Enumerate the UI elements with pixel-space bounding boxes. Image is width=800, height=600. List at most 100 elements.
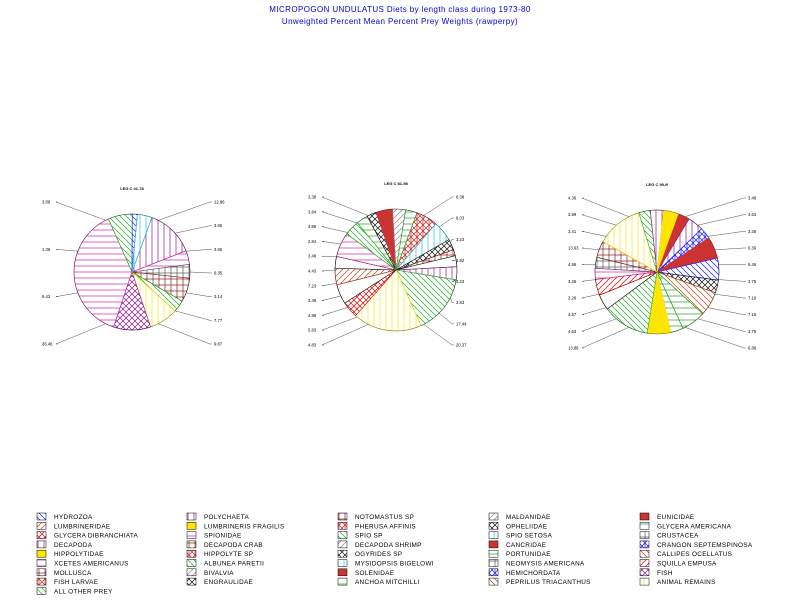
slice-value-label: 4.83 — [308, 343, 317, 348]
legend-swatch — [186, 522, 197, 530]
legend-swatch — [488, 568, 499, 577]
slice-value-label: 3.26 — [568, 296, 577, 301]
legend-item-polychaeta: POLYCHAETA — [186, 512, 249, 521]
pie-subtitle: LEG C 81-98 — [384, 181, 408, 186]
slice-value-label: 6.38 — [456, 195, 465, 200]
slice-value-label: 3.76 — [748, 329, 757, 334]
legend-item-bivalvia: BIVALVIA — [186, 568, 234, 577]
slice-value-label: 3.76 — [748, 279, 757, 284]
legend-label: FISH LARVAE — [54, 579, 98, 586]
legend-swatch — [639, 568, 650, 577]
legend-swatch — [488, 512, 499, 521]
chart-subtitle: Unweighted Percent Mean Percent Prey Wei… — [282, 17, 518, 26]
legend-label: BIVALVIA — [204, 570, 234, 577]
slice-value-label: 12.86 — [214, 200, 225, 205]
legend-item-eunicidae: EUNICIDAE — [639, 512, 695, 521]
legend-item-decapoda-crab: DECAPODA CRAB — [186, 540, 263, 549]
slice-value-label: 1.82 — [456, 258, 465, 263]
legend-swatch — [36, 540, 47, 549]
legend-swatch — [337, 568, 348, 577]
legend-label: MYSIDOPSIS BIGELOWI — [355, 561, 434, 568]
legend-swatch — [36, 522, 47, 530]
legend-item-cancridae: CANCRIDAE — [488, 540, 546, 549]
legend-item-hippolyte-sp: HIPPOLYTE SP — [186, 549, 253, 558]
slice-value-label: 13.86 — [568, 346, 579, 351]
slice-value-label: 36.46 — [42, 342, 53, 347]
slice-value-label: 7.16 — [748, 312, 757, 317]
legend-swatch — [488, 549, 499, 558]
legend-item-crustacea: CRUSTACEA — [639, 531, 699, 540]
slice-value-label: 6.36 — [748, 246, 757, 251]
legend-swatch — [639, 531, 650, 539]
legend-label: GLYCERA DIBRANCHIATA — [54, 533, 139, 540]
slice-value-label: 13.63 — [568, 246, 579, 251]
legend-item-glycera-americana: GLYCERA AMERICANA — [639, 522, 731, 530]
legend-swatch — [488, 522, 499, 530]
slice-value-label: 3.66 — [214, 247, 223, 252]
slice-value-label: 3.41 — [568, 229, 577, 234]
legend-label: CANCRIDAE — [506, 542, 546, 549]
legend-swatch — [639, 540, 650, 549]
slice-value-label: 3.48 — [308, 254, 317, 259]
legend-item-lumbrineridae: LUMBRINERIDAE — [36, 522, 110, 530]
pie-2: LEG C 81-98 3.38 3.84 4.86 2.84 3.48 4.43 7.23 3… — [308, 181, 467, 348]
legend-swatch — [639, 522, 650, 530]
slice-value-label: 4.36 — [568, 196, 577, 201]
legend-swatch — [36, 549, 47, 558]
slice-value-label: 3.23 — [456, 237, 465, 242]
slice-value-label: 3.48 — [308, 298, 317, 303]
legend-swatch — [186, 512, 197, 521]
slice-value-label: 7.23 — [308, 283, 317, 288]
slice-value-label: 7.77 — [214, 318, 223, 323]
legend-item-albunea-paretii: ALBUNEA PARETII — [186, 559, 264, 568]
legend: HYDROZOA LUMBRINERIDAE GLYCERA DIBRANCHIAT… — [36, 512, 753, 595]
legend-item-all-other-prey: ALL OTHER PREY — [36, 587, 113, 595]
legend-item-solenidae: SOLENIDAE — [337, 568, 394, 577]
legend-label: SQUILLA EMPUSA — [657, 561, 717, 568]
legend-swatch — [186, 568, 197, 577]
legend-label: SPIONIDAE — [204, 533, 242, 540]
legend-swatch — [186, 540, 197, 549]
legend-item-anchoa-mitchilli: ANCHOA MITCHILLI — [337, 577, 419, 586]
slice-value-label: 6.35 — [214, 271, 223, 276]
legend-swatch — [639, 577, 650, 586]
legend-label: EUNICIDAE — [657, 514, 695, 521]
pie-3: LEG C 99-ff 4.36 3.89 3.41 13.63 4.86 3.26 3.26… — [568, 182, 757, 351]
legend-label: DECAPODA CRAB — [204, 542, 263, 549]
legend-label: LUMBRINERIDAE — [54, 523, 110, 530]
pies-group: LEG C 41-78 3.89 1.36 6.43 36.46 12.86 3.66 3.6… — [42, 181, 757, 351]
legend-label: XCETES AMERICANUS — [54, 561, 129, 568]
legend-label: SPIO SETOSA — [506, 533, 553, 540]
legend-swatch — [639, 549, 650, 558]
slice-value-label: 6.86 — [748, 346, 757, 351]
slice-value-label: 3.36 — [748, 229, 757, 234]
legend-swatch — [36, 568, 47, 577]
slice-value-label: 3.14 — [214, 294, 223, 299]
slice-value-label: 4.63 — [568, 329, 577, 334]
legend-item-hemichordata: HEMICHORDATA — [488, 568, 561, 577]
slice-value-label: 5.83 — [308, 328, 317, 333]
slice-value-label: 3.66 — [214, 223, 223, 228]
legend-swatch — [36, 577, 47, 586]
slice-value-label: 4.86 — [568, 262, 577, 267]
legend-swatch — [337, 549, 348, 558]
legend-swatch — [337, 559, 348, 567]
slice-value-label: 3.38 — [308, 195, 317, 200]
legend-item-spio-sp: SPIO SP — [337, 531, 382, 540]
legend-item-maldanidae: MALDANIDAE — [488, 512, 550, 521]
pie-1: LEG C 41-78 3.89 1.36 6.43 36.46 12.86 3.66 3.6… — [42, 186, 225, 347]
slice-value-label: 6.43 — [42, 294, 51, 299]
legend-swatch — [186, 531, 197, 539]
legend-label: ANIMAL REMAINS — [657, 579, 716, 586]
legend-swatch — [639, 559, 650, 567]
legend-item-hippolytidae: HIPPOLYTIDAE — [36, 549, 103, 558]
legend-swatch — [488, 577, 499, 586]
legend-label: NOTOMASTUS SP — [355, 514, 414, 521]
chart-title: MICROPOGON UNDULATUS Diets by length cla… — [269, 5, 531, 14]
legend-label: SOLENIDAE — [355, 570, 394, 577]
pie-subtitle: LEG C 99-ff — [646, 182, 668, 187]
legend-item-spio-setosa: SPIO SETOSA — [488, 531, 553, 540]
legend-label: HEMICHORDATA — [506, 570, 561, 577]
slice-value-label: 1.36 — [42, 247, 51, 252]
